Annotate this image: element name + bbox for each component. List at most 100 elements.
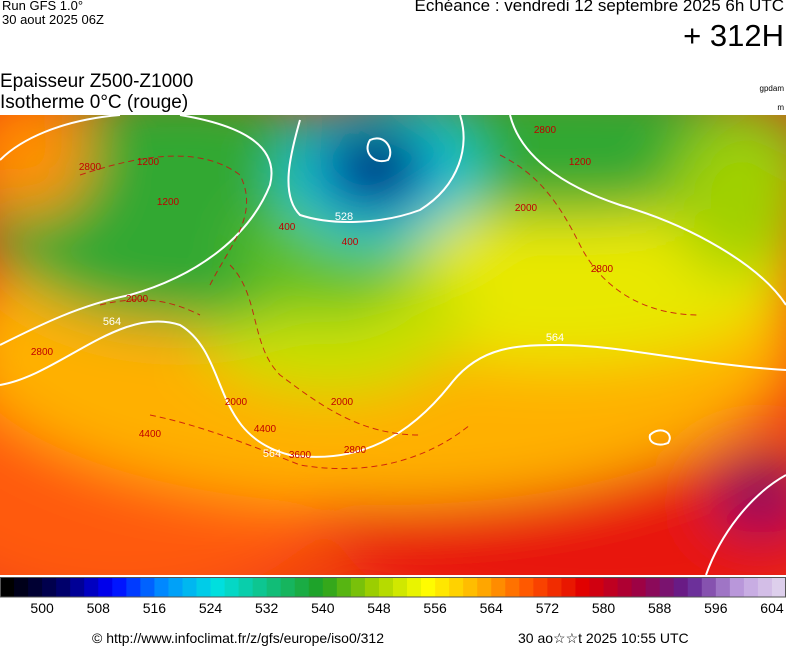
colorbar-swatch — [729, 577, 745, 597]
colorbar-tick-label: 572 — [536, 600, 560, 616]
colorbar-tick-label: 596 — [704, 600, 728, 616]
colorbar-swatch — [589, 577, 605, 597]
isotherm-label: 2800 — [31, 347, 54, 358]
isotherm-label: 1200 — [137, 157, 160, 168]
colorbar-tick-label: 604 — [760, 600, 784, 616]
colorbar-swatch — [407, 577, 422, 597]
isotherm-label: 2800 — [534, 125, 557, 136]
isotherm-label: 2800 — [591, 264, 614, 275]
isotherm-label: 2000 — [225, 397, 248, 408]
colorbar-swatch — [84, 577, 99, 597]
colorbar-swatch — [364, 577, 380, 597]
colorbar-swatch — [280, 577, 296, 597]
colorbar-swatch — [98, 577, 113, 597]
isotherm-label: 400 — [342, 237, 359, 248]
colorbar-tick-label: 532 — [255, 600, 279, 616]
colorbar-swatch — [645, 577, 661, 597]
colorbar-swatch — [56, 577, 71, 597]
isotherm-label: 2000 — [126, 294, 149, 305]
colorbar-tick-label: 508 — [87, 600, 111, 616]
colorbar-swatch — [547, 577, 562, 597]
colorbar-tick-label: 540 — [311, 600, 335, 616]
colorbar-swatch — [771, 577, 786, 597]
colorbar-swatch — [294, 577, 310, 597]
colorbar-tick-label: 588 — [648, 600, 672, 616]
thickness-field — [0, 115, 786, 575]
colorbar-swatch — [70, 577, 85, 597]
colorbar-swatch — [659, 577, 675, 597]
isotherm-label: 2800 — [79, 162, 102, 173]
footer-url: © http://www.infoclimat.fr/z/gfs/europe/… — [92, 630, 385, 646]
run-label: Run GFS 1.0° — [2, 0, 84, 13]
colorbar-swatch — [491, 577, 506, 597]
colorbar-swatch — [322, 577, 338, 597]
colorbar-swatch — [210, 577, 226, 597]
colorbar-swatch — [603, 577, 619, 597]
colorbar-swatch — [421, 577, 436, 597]
unit-thickness: gpdam — [759, 84, 784, 93]
colorbar-swatch — [0, 577, 15, 597]
isotherm-label: 3600 — [289, 450, 312, 461]
colorbar-swatch — [28, 577, 43, 597]
colorbar-swatch — [112, 577, 127, 597]
contour-label: 528 — [335, 211, 353, 223]
colorbar-tick-label: 524 — [199, 600, 223, 616]
isotherm-contours — [79, 154, 701, 470]
isotherm-label: 2800 — [344, 445, 367, 456]
colorbar-swatch — [743, 577, 759, 597]
colorbar-swatch — [519, 577, 534, 597]
colorbar-swatch — [449, 577, 464, 597]
run-date: 30 aout 2025 06Z — [2, 12, 104, 27]
isotherm-label: 1200 — [569, 157, 592, 168]
colorbar-swatch — [393, 577, 408, 597]
colorbar-swatch — [617, 577, 633, 597]
unit-iso: m — [777, 103, 784, 112]
colorbar-swatch — [14, 577, 29, 597]
contour-label: 564 — [263, 448, 281, 460]
echeance: Echéance : vendredi 12 septembre 2025 6h… — [414, 0, 784, 15]
colorbar-swatch — [575, 577, 590, 597]
colorbar-swatch — [336, 577, 352, 597]
isotherm-label: 4400 — [139, 429, 162, 440]
lead-time: + 312H — [683, 18, 784, 53]
colorbar-swatch — [435, 577, 450, 597]
colorbar-swatch — [238, 577, 254, 597]
footer-date: 30 ao☆☆t 2025 10:55 UTC — [518, 630, 689, 646]
colorbar-swatch — [224, 577, 240, 597]
colorbar-swatch — [477, 577, 492, 597]
colorbar-swatch — [266, 577, 282, 597]
colorbar-tick-label: 500 — [30, 600, 54, 616]
colorbar-swatch — [715, 577, 731, 597]
isotherm-label: 400 — [279, 222, 296, 233]
colorbar-tick-label: 548 — [367, 600, 391, 616]
colorbar-swatch — [126, 577, 141, 597]
colorbar-swatch — [701, 577, 717, 597]
colorbar-tick-label: 516 — [143, 600, 167, 616]
colorbar-swatch — [505, 577, 520, 597]
map-subtitle: Isotherme 0°C (rouge) — [0, 92, 189, 113]
isotherm-label: 4400 — [254, 424, 277, 435]
colorbar-swatch — [350, 577, 366, 597]
isotherm-label: 2000 — [515, 203, 538, 214]
colorbar-tick-label: 580 — [592, 600, 616, 616]
colorbar-swatch — [463, 577, 478, 597]
colorbar-swatch — [196, 577, 212, 597]
colorbar-swatch — [42, 577, 57, 597]
map: 528 564 564 564 1200 1200 2800 2000 2000 2800 2800… — [0, 115, 786, 575]
colorbar-swatch — [561, 577, 576, 597]
colorbar-swatch — [154, 577, 169, 597]
colorbar-swatch — [182, 577, 197, 597]
colorbar-swatch — [631, 577, 647, 597]
colorbar-swatch — [168, 577, 183, 597]
isotherm-label: 1200 — [157, 197, 180, 208]
colorbar-swatch — [687, 577, 703, 597]
contour-label: 564 — [103, 316, 121, 328]
map-title: Epaisseur Z500-Z1000 — [0, 71, 194, 92]
colorbar-tick-label: 564 — [480, 600, 504, 616]
colorbar-swatch — [533, 577, 548, 597]
colorbar: 500 508 516 524 532 540 548 556 564 572 580 588 596 6… — [0, 577, 786, 616]
colorbar-swatch — [673, 577, 689, 597]
colorbar-swatch — [252, 577, 268, 597]
contour-label: 564 — [546, 332, 564, 344]
